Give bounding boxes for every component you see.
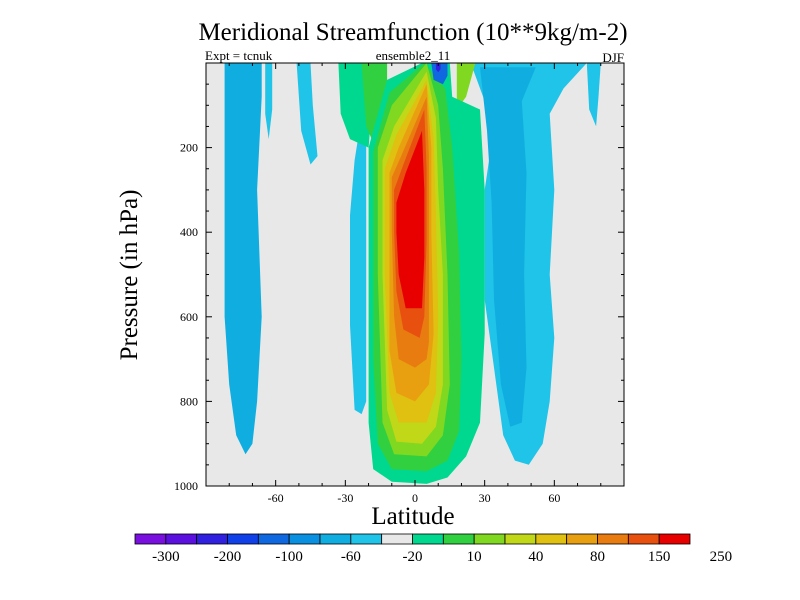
x-tick-label: 0 [412, 491, 418, 505]
experiment-label: Expt = tcnuk [205, 48, 273, 63]
colorbar-swatch [442, 533, 475, 545]
y-tick-label: 400 [180, 225, 198, 239]
colorbar: -300 -200 -100 -60 -20 10 40 80 150 250 [134, 533, 733, 565]
colorbar-swatch [473, 533, 506, 545]
chart-title: Meridional Streamfunction (10**9kg/m-2) [198, 19, 627, 46]
colorbar-label: 40 [528, 549, 543, 565]
colorbar-swatch [227, 533, 259, 545]
contour-hadley-300 [396, 130, 425, 309]
contour-fills [224, 63, 601, 484]
y-axis-label: Pressure (in hPa) [116, 190, 143, 361]
colorbar-label: 250 [710, 549, 733, 565]
x-axis-label: Latitude [371, 503, 454, 530]
colorbar-swatch [196, 533, 228, 545]
colorbar-swatch [597, 533, 629, 545]
y-tick-label: 200 [180, 141, 198, 155]
colorbar-swatch [504, 533, 537, 545]
colorbar-label: -100 [275, 549, 303, 565]
colorbar-label: -60 [341, 549, 361, 565]
x-tick-label: -30 [337, 491, 353, 505]
x-tick-label: -60 [268, 491, 284, 505]
contour-south-polar-strip [265, 63, 273, 140]
colorbar-label: 150 [648, 549, 671, 565]
ensemble-label: ensemble2_11 [376, 48, 451, 63]
colorbar-swatch [288, 533, 321, 545]
contour-south-midlat-strip [296, 63, 318, 165]
y-tick-label: 800 [180, 394, 198, 408]
colorbar-label: 80 [590, 549, 605, 565]
colorbar-swatch [257, 533, 290, 545]
y-axis: 200 400 600 800 1000 [174, 62, 624, 493]
colorbar-swatch [165, 533, 198, 545]
contour-north-polar-strip [586, 63, 601, 127]
y-tick-label: 1000 [174, 479, 198, 493]
x-tick-label: 60 [548, 491, 560, 505]
contour-upper-green-c [456, 63, 476, 110]
colorbar-swatch [319, 533, 352, 545]
contour-south-subtrop-tongue [350, 130, 367, 415]
colorbar-swatch [627, 533, 660, 545]
colorbar-swatch [381, 533, 413, 545]
season-label: DJF [602, 50, 624, 65]
colorbar-swatch [566, 533, 598, 545]
colorbar-swatch [412, 533, 444, 545]
colorbar-label: -300 [152, 549, 180, 565]
colorbar-label: -200 [214, 549, 242, 565]
x-tick-label: 30 [479, 491, 491, 505]
colorbar-label: -20 [403, 549, 423, 565]
x-axis: -60 -30 0 30 60 [205, 63, 625, 505]
colorbar-label: 10 [467, 549, 482, 565]
contour-south-ferrel-outer [224, 63, 262, 455]
contour-upper-negative-core [435, 63, 441, 73]
colorbar-swatch [134, 533, 167, 545]
colorbar-swatch [535, 533, 568, 545]
contour-upper-negative [431, 63, 448, 85]
contour-north-ferrel-core [480, 67, 536, 427]
colorbar-swatch [350, 533, 383, 545]
y-tick-label: 600 [180, 310, 198, 324]
colorbar-swatch [658, 533, 691, 545]
